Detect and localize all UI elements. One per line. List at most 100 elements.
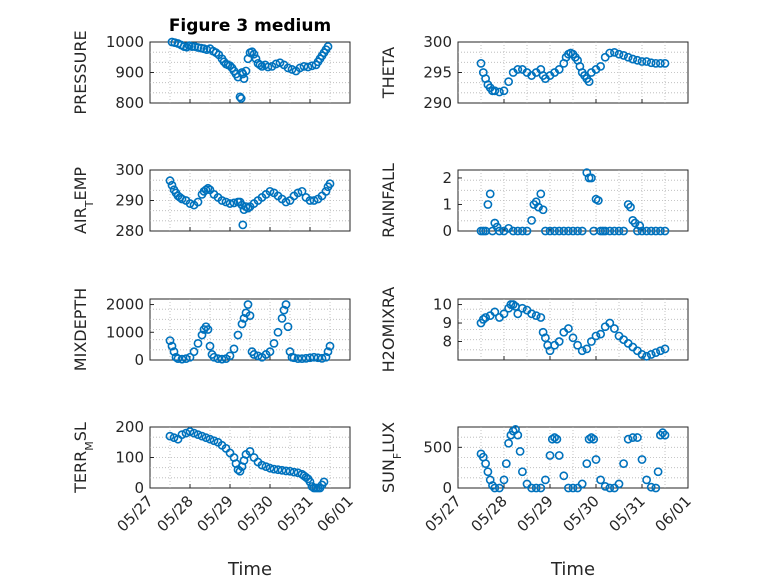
data-point: [651, 348, 661, 358]
data-point: [633, 433, 642, 442]
data-point: [307, 61, 317, 71]
data-point: [527, 309, 536, 319]
data-point: [255, 60, 265, 70]
data-point: [637, 350, 647, 359]
data-point: [541, 475, 550, 485]
data-point: [541, 226, 550, 236]
y-tick-label: 100: [115, 449, 144, 467]
data-point: [263, 62, 273, 72]
data-point: [217, 354, 227, 364]
data-point: [559, 226, 569, 236]
x-tick-label: 05/27: [422, 492, 465, 535]
data-point: [554, 451, 564, 460]
data-point: [165, 336, 175, 345]
data-point: [193, 338, 203, 348]
data-point: [596, 475, 605, 485]
data-point: [177, 430, 187, 440]
data-point: [518, 303, 527, 313]
y-tick-label: 300: [115, 161, 144, 179]
data-point: [165, 176, 175, 186]
y-tick-label: 8: [442, 333, 452, 351]
data-point: [189, 428, 199, 438]
data-point: [169, 347, 179, 357]
data-point: [646, 350, 656, 359]
data-point: [610, 324, 619, 333]
data-point: [656, 346, 665, 356]
y-tick-label: 0: [134, 479, 144, 497]
data-point: [596, 62, 605, 71]
data-point: [591, 455, 601, 464]
data-point: [637, 226, 647, 236]
data-point: [319, 477, 329, 487]
data-point: [651, 226, 661, 236]
data-point: [283, 63, 293, 73]
data-point: [504, 223, 513, 233]
y-tick-label: 0: [442, 222, 452, 240]
data-point: [591, 331, 601, 341]
data-point: [325, 341, 335, 351]
data-point: [658, 428, 668, 438]
data-point: [589, 434, 599, 444]
data-point: [245, 311, 255, 321]
data-point: [564, 483, 573, 493]
data-point: [568, 333, 578, 343]
data-point: [564, 324, 573, 333]
data-point: [490, 86, 500, 96]
subplot-rainfall: 0 1 2 RAINFALL: [379, 163, 689, 240]
data-point: [209, 436, 219, 446]
data-point: [568, 226, 578, 236]
data-point: [193, 430, 203, 440]
data-point: [605, 318, 615, 328]
data-point: [633, 55, 642, 65]
y-tick-label: 800: [115, 94, 144, 112]
data-point: [289, 353, 299, 363]
data-point: [605, 483, 615, 493]
data-point: [257, 460, 267, 470]
data-point: [490, 483, 500, 493]
data-point: [249, 350, 259, 359]
data-point: [309, 352, 319, 362]
data-point: [518, 467, 527, 477]
y-axis-label: H2OMIXRA: [379, 287, 398, 373]
y-axis-label: PRESSURE: [71, 30, 90, 114]
subplot-sun-flux: 0 500 05/27 05/28 05/29 05/30 05/31 06/01 SUNFLU…: [379, 422, 695, 580]
data-point: [499, 86, 509, 96]
data-point: [623, 52, 633, 62]
data-point: [605, 226, 615, 236]
data-point: [483, 200, 493, 209]
data-point: [610, 47, 619, 57]
x-tick-label: 05/31: [606, 492, 649, 535]
data-point: [577, 226, 587, 236]
data-point: [297, 354, 307, 364]
data-point: [552, 434, 562, 444]
data-point: [637, 455, 647, 464]
data-point: [237, 319, 247, 329]
data-point: [235, 466, 245, 476]
data-point: [201, 185, 211, 195]
data-point: [289, 467, 299, 477]
data-point: [508, 226, 518, 236]
data-point: [279, 305, 289, 315]
y-tick-label: 290: [423, 94, 452, 112]
data-point: [323, 42, 333, 51]
data-point: [323, 347, 333, 357]
data-point: [635, 221, 645, 231]
data-point: [527, 215, 536, 225]
y-tick-label: 290: [115, 192, 144, 210]
x-tick-label: 05/29: [194, 492, 237, 535]
data-point: [587, 337, 596, 346]
data-point: [628, 433, 638, 442]
data-point: [271, 59, 281, 69]
data-point: [614, 479, 624, 489]
subplot-pressure: 800 900 1000 PRESSURE Figure 3 medium: [71, 16, 351, 115]
data-point: [167, 341, 177, 351]
data-point: [587, 173, 596, 183]
data-point: [633, 226, 642, 236]
data-point: [513, 65, 523, 74]
y-tick-label: 9: [442, 314, 452, 332]
data-point: [238, 220, 248, 230]
y-axis-label: THETA: [379, 47, 398, 99]
data-point: [321, 186, 331, 196]
